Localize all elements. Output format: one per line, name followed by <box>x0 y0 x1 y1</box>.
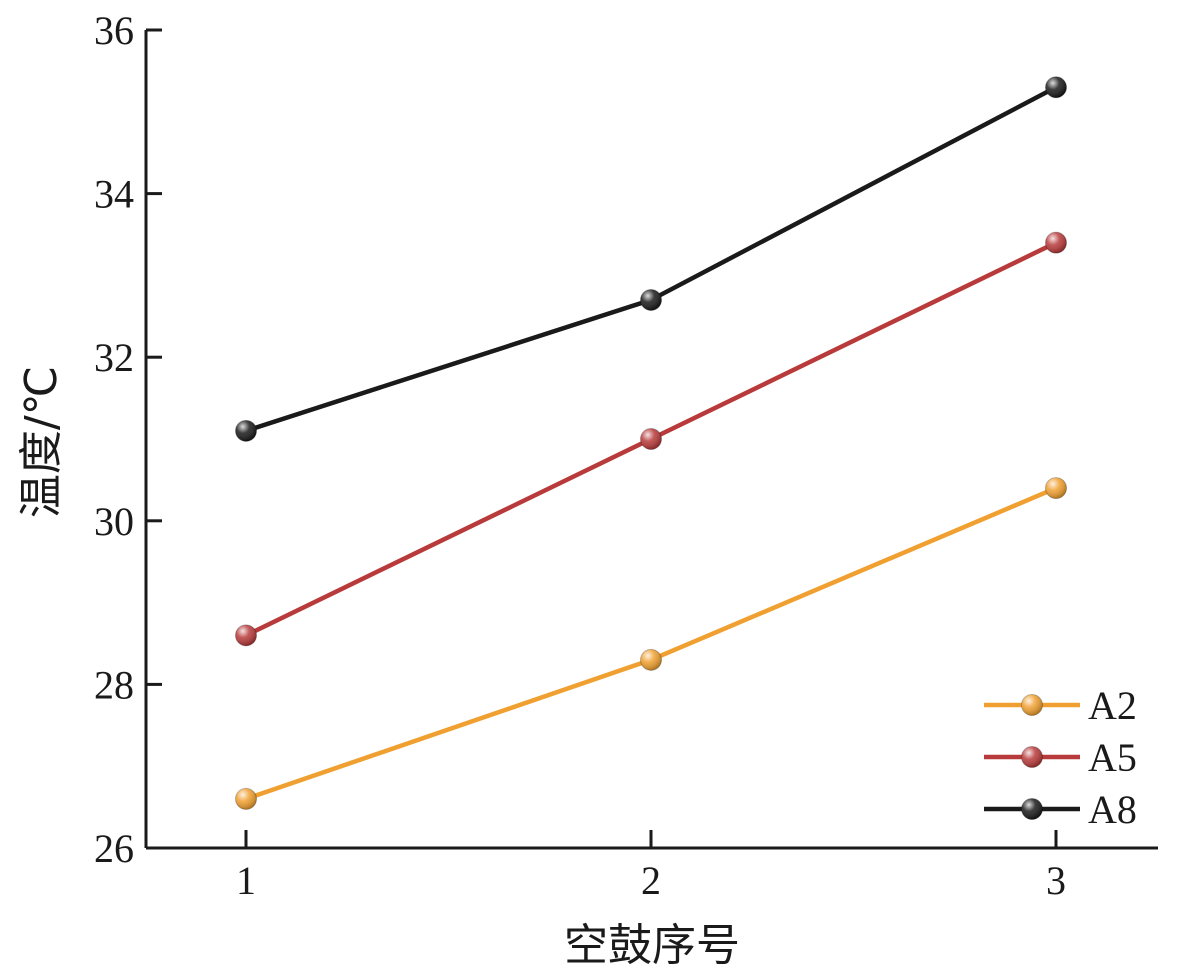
data-point-a2-1-shine <box>235 788 257 810</box>
data-point-a5-1-shine <box>235 624 257 646</box>
x-axis-title: 空鼓序号 <box>564 920 740 971</box>
data-point-a2-3 <box>1045 477 1067 500</box>
x-tick-label: 2 <box>641 858 661 903</box>
y-tick-label: 30 <box>94 499 134 544</box>
data-point-a5-2-shine <box>640 428 662 450</box>
data-point-a5-2 <box>640 428 662 450</box>
series-a8 <box>235 76 1067 442</box>
data-point-a8-3 <box>1045 76 1067 99</box>
data-point-a5-3 <box>1045 231 1067 254</box>
data-point-a8-3-shine <box>1045 76 1067 98</box>
data-point-a8-2-shine <box>640 289 662 311</box>
series-a2 <box>235 477 1067 810</box>
data-point-a2-2 <box>640 648 662 671</box>
y-tick-label: 26 <box>94 826 134 871</box>
y-tick-label: 32 <box>94 335 134 380</box>
series-layer <box>235 76 1067 810</box>
x-tick-label: 3 <box>1046 858 1066 903</box>
y-tick-label: 36 <box>94 8 134 53</box>
series-line-a8 <box>243 85 1059 434</box>
y-axis-title: 温度/℃ <box>16 366 67 518</box>
data-point-a2-2-shine <box>640 649 662 671</box>
series-a5 <box>235 231 1067 647</box>
data-point-a2-1 <box>235 787 257 810</box>
legend-label: A5 <box>1088 735 1137 780</box>
legend-item-a2: A2 <box>984 683 1137 728</box>
legend-label: A2 <box>1088 683 1137 728</box>
legend-marker <box>1021 694 1043 716</box>
data-point-a8-2 <box>640 288 662 311</box>
legend-item-a8: A8 <box>984 787 1137 832</box>
data-point-a8-1 <box>235 419 257 442</box>
legend-label: A8 <box>1088 787 1137 832</box>
legend-marker-shine <box>1021 798 1043 820</box>
legend: A2 A5 A8 <box>984 683 1137 832</box>
series-line-a2 <box>243 485 1059 802</box>
data-point-a2-3-shine <box>1045 477 1067 499</box>
axes: 26 28 30 32 34 36 1 2 3 <box>94 8 1158 903</box>
legend-item-a5: A5 <box>984 735 1137 780</box>
legend-marker <box>1021 746 1043 768</box>
legend-marker <box>1021 798 1043 820</box>
legend-marker-shine <box>1021 694 1043 716</box>
y-tick-label: 34 <box>94 172 134 217</box>
legend-marker-shine <box>1021 746 1043 768</box>
data-point-a5-1 <box>235 624 257 647</box>
data-point-a5-3-shine <box>1045 232 1067 254</box>
x-tick-label: 1 <box>236 858 256 903</box>
y-tick-label: 28 <box>94 662 134 707</box>
data-point-a8-1-shine <box>235 420 257 442</box>
